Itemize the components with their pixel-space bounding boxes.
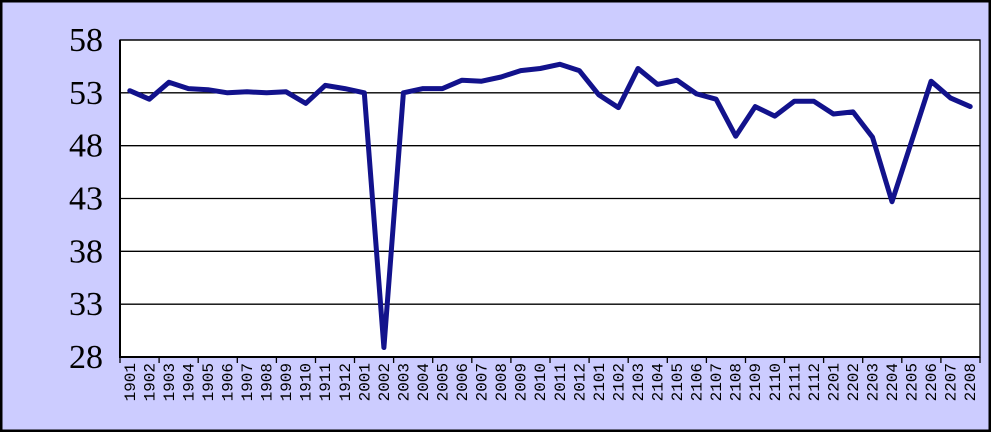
x-axis-label: 2110 [767,363,785,401]
x-axis-label: 2104 [650,363,668,401]
x-axis-labels: 1901 1902 1903 1904 1905 1906 1907 1908 1909 1910… [122,363,980,401]
y-axis-label: 38 [69,233,103,270]
x-axis-label: 2002 [376,363,394,401]
x-axis-label: 1912 [337,363,355,401]
x-axis-label: 2012 [571,363,589,401]
x-axis-label: 2206 [923,363,941,401]
x-axis-label: 2009 [513,363,531,401]
x-axis-label: 2205 [904,363,922,401]
y-axis-label: 43 [69,181,103,218]
x-axis-label: 1907 [239,363,257,401]
x-axis-label: 1906 [220,363,238,401]
x-axis-label: 2112 [806,363,824,401]
x-axis-label: 2109 [747,363,765,401]
x-axis-label: 2001 [356,363,374,401]
x-axis-label: 1902 [141,363,159,401]
x-axis-label: 2208 [962,363,980,401]
x-axis-label: 2207 [943,363,961,401]
x-axis-label: 2006 [454,363,472,401]
x-axis-label: 2108 [728,363,746,401]
x-axis-label: 2101 [591,363,609,401]
x-axis-label: 2007 [474,363,492,401]
x-axis-label: 2008 [493,363,511,401]
x-axis-label: 1904 [180,363,198,401]
x-axis-label: 2201 [825,363,843,401]
x-axis-label: 2111 [786,363,804,401]
pmi-series-line [127,61,973,350]
x-axis-label: 2005 [435,363,453,401]
x-axis-label: 1905 [200,363,218,401]
x-axis-label: 2102 [610,363,628,401]
x-axis-label: 2204 [884,363,902,401]
x-axis-label: 1910 [298,363,316,401]
x-axis-label: 2203 [865,363,883,401]
y-axis-label: 33 [69,286,103,323]
x-axis-label: 1911 [317,363,335,401]
x-axis-label: 1903 [161,363,179,401]
x-axis-label: 2003 [395,363,413,401]
x-axis-label: 2105 [669,363,687,401]
x-axis-label: 2202 [845,363,863,401]
x-axis-label: 2103 [630,363,648,401]
x-axis-label: 1901 [122,363,140,401]
y-axis-label: 58 [69,22,103,59]
x-axis-label: 2107 [708,363,726,401]
x-axis-label: 2010 [532,363,550,401]
x-axis-label: 2011 [552,363,570,401]
y-axis-label: 48 [69,128,103,165]
x-axis-label: 1908 [259,363,277,401]
x-axis-label: 2106 [689,363,707,401]
y-axis-labels: 28 33 38 43 48 53 58 [69,22,103,376]
x-axis-label: 2004 [415,363,433,401]
y-axis-label: 53 [69,75,103,112]
y-axis-label: 28 [69,339,103,376]
x-axis-label: 1909 [278,363,296,401]
